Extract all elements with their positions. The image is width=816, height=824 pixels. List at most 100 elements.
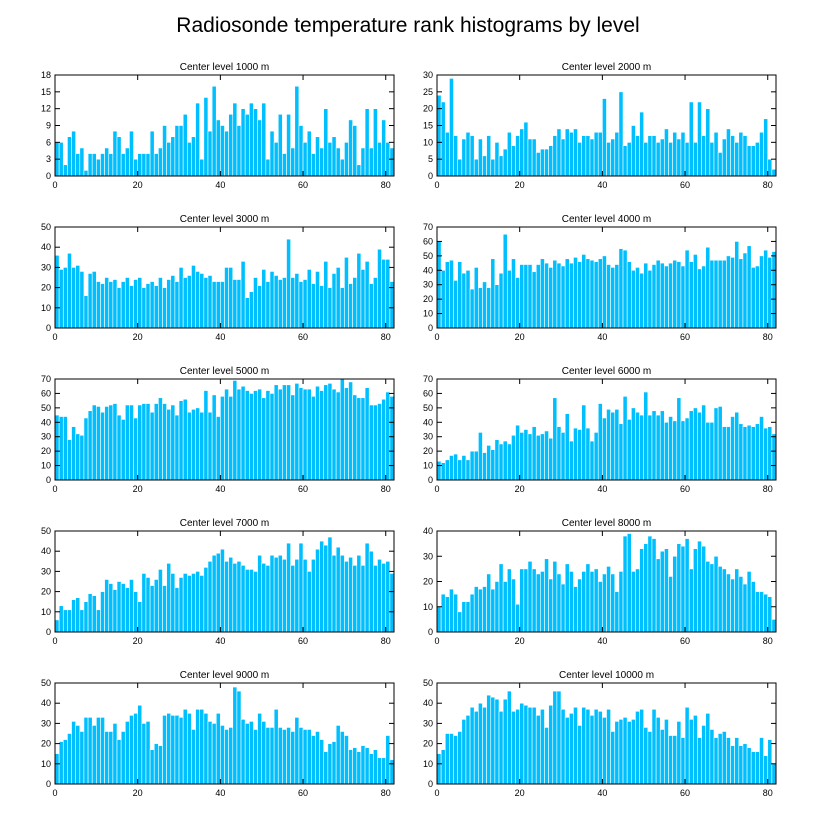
histogram-bar xyxy=(680,737,686,785)
histogram-bar xyxy=(195,571,200,633)
histogram-bar xyxy=(713,737,719,785)
x-tick-label: 60 xyxy=(298,636,308,646)
histogram-bar xyxy=(593,708,599,785)
plot-frame xyxy=(436,378,777,481)
y-tick-label: 10 xyxy=(423,759,433,769)
y-tick-label: 18 xyxy=(41,70,51,80)
histogram-panel: Center level 4000 m 0 10 20 30 40 50 60 70 0 20 40 6… xyxy=(423,214,777,342)
histogram-bar xyxy=(249,393,254,481)
x-tick-label: 80 xyxy=(763,484,773,494)
histogram-bar xyxy=(461,601,467,633)
histogram-bar xyxy=(519,702,525,785)
histogram-bar xyxy=(449,733,454,785)
histogram-bar xyxy=(502,233,508,329)
histogram-bar xyxy=(540,571,545,633)
histogram-bar xyxy=(506,568,512,633)
x-tick-label: 60 xyxy=(298,788,308,798)
histogram-bar xyxy=(356,554,362,633)
histogram-bar xyxy=(79,609,85,633)
histogram-bar xyxy=(585,258,591,329)
histogram-bar xyxy=(482,586,487,633)
histogram-bar xyxy=(602,717,607,785)
histogram-bar xyxy=(523,264,529,329)
histogram-bar xyxy=(647,731,653,785)
histogram-bar xyxy=(257,554,263,633)
histogram-bar xyxy=(203,390,209,481)
histogram-bar xyxy=(191,265,196,329)
histogram-bar xyxy=(742,135,748,177)
histogram-bar xyxy=(249,569,254,633)
histogram-bar xyxy=(377,248,382,329)
histogram-bar xyxy=(273,556,279,633)
x-tick-label: 20 xyxy=(515,332,525,342)
histogram-bar xyxy=(490,158,496,177)
histogram-bar xyxy=(540,433,545,481)
histogram-bar xyxy=(750,267,756,329)
histogram-bar xyxy=(335,147,341,177)
histogram-bar xyxy=(244,390,250,481)
histogram-bar xyxy=(655,414,661,481)
histogram-bar xyxy=(298,281,304,329)
histogram-bar xyxy=(453,735,458,785)
histogram-bar xyxy=(75,265,81,329)
histogram-bar xyxy=(323,384,329,481)
histogram-bar xyxy=(436,94,442,177)
y-tick-label: 10 xyxy=(41,303,51,313)
histogram-bar xyxy=(108,404,114,481)
histogram-bar xyxy=(519,128,525,177)
histogram-bar xyxy=(490,449,496,481)
plot-frame xyxy=(54,226,395,329)
histogram-bar xyxy=(158,569,163,633)
histogram-bar xyxy=(717,152,723,177)
histogram-bar xyxy=(232,279,238,329)
histogram-bar xyxy=(726,573,731,633)
histogram-bar xyxy=(527,138,533,177)
x-tick-label: 20 xyxy=(515,484,525,494)
histogram-bar xyxy=(473,158,479,177)
histogram-bar xyxy=(377,757,382,785)
histogram-bar xyxy=(261,397,267,481)
histogram-panel: Center level 5000 m 0 10 20 30 40 50 60 70 0 20 40 6… xyxy=(41,366,395,494)
histogram-bar xyxy=(717,406,723,481)
x-tick-label: 40 xyxy=(597,332,607,342)
histogram-bar xyxy=(261,102,267,177)
histogram-bar xyxy=(327,142,333,177)
histogram-bar xyxy=(548,437,554,481)
histogram-bar xyxy=(684,538,690,633)
histogram-bar xyxy=(577,578,582,633)
histogram-bar xyxy=(651,708,657,785)
histogram-bar xyxy=(473,267,479,329)
histogram-bar xyxy=(269,271,275,329)
histogram-bar xyxy=(389,396,395,481)
histogram-bar xyxy=(352,565,358,633)
histogram-bar xyxy=(83,295,89,329)
x-tick-label: 80 xyxy=(381,788,391,798)
histogram-bar xyxy=(319,285,325,329)
histogram-bar xyxy=(116,581,122,633)
y-tick-label: 0 xyxy=(428,475,433,485)
histogram-bar xyxy=(444,261,450,329)
histogram-bar xyxy=(174,587,180,633)
histogram-bar xyxy=(224,267,229,329)
histogram-bar xyxy=(540,708,545,785)
histogram-bar xyxy=(738,423,744,481)
histogram-bar xyxy=(693,548,698,633)
histogram-bar xyxy=(100,717,105,785)
histogram-bar xyxy=(622,249,628,329)
histogram-bar xyxy=(116,287,122,329)
histogram-bar xyxy=(535,264,541,329)
histogram-bar xyxy=(597,258,603,329)
histogram-bar xyxy=(149,749,155,785)
histogram-bar xyxy=(478,138,483,177)
histogram-bar xyxy=(331,554,337,633)
histogram-bar xyxy=(319,739,325,785)
histogram-bar xyxy=(236,690,242,785)
histogram-bar xyxy=(717,566,723,633)
histogram-bar xyxy=(672,735,678,785)
histogram-bar xyxy=(294,383,300,481)
histogram-bar xyxy=(618,248,624,329)
histogram-bar xyxy=(224,729,229,785)
histogram-bar xyxy=(211,281,217,329)
histogram-bar xyxy=(253,277,258,329)
